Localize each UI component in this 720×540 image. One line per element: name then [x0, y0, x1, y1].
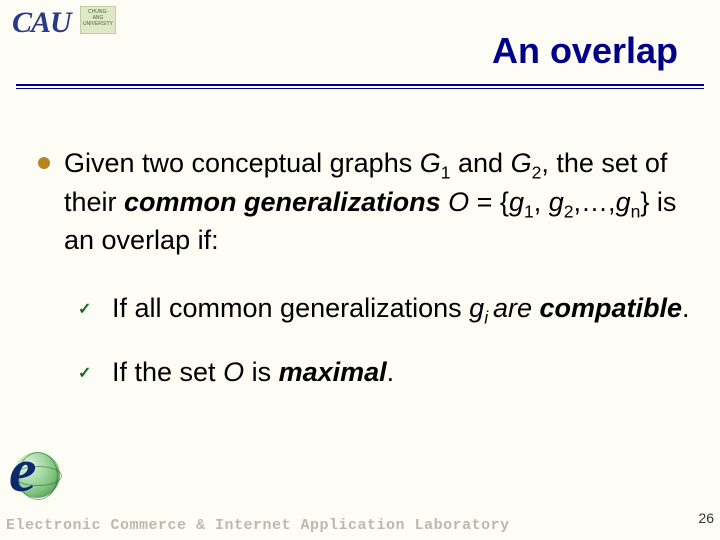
sub-2: 2: [532, 162, 542, 182]
sub-bullet-1: ✓ If all common generalizations gi are c…: [78, 291, 696, 330]
text: is: [244, 357, 279, 387]
lab-logo: e: [8, 446, 68, 506]
em-common-generalizations: common generalizations: [124, 187, 441, 217]
sub-i: i: [484, 307, 493, 327]
text: If all common generalizations: [112, 293, 469, 323]
sub-i2: 2: [564, 201, 574, 221]
sub-i1: 1: [524, 201, 534, 221]
logo-letters: CAU: [12, 6, 71, 39]
sub-bullet-2: ✓ If the set O is maximal.: [78, 355, 696, 391]
main-bullet: Given two conceptual graphs G1 and G2, t…: [36, 146, 696, 259]
space: [441, 187, 449, 217]
sub-in: n: [631, 201, 641, 221]
slide-title: An overlap: [492, 30, 678, 72]
text-are: are: [493, 293, 540, 323]
dot: .: [682, 293, 690, 323]
var-gi: g: [469, 293, 484, 323]
var-o: O: [448, 187, 469, 217]
title-rule-thick: [16, 84, 704, 86]
check-icon: ✓: [78, 299, 91, 320]
text: ,…,: [574, 187, 616, 217]
university-logo-box: CHUNG-ANG UNIVERSITY: [80, 6, 116, 34]
em-compatible: compatible: [540, 293, 683, 323]
text: and: [451, 148, 511, 178]
var-gin: g: [616, 187, 631, 217]
var-g2: G: [511, 148, 532, 178]
header: CAU CHUNG-ANG UNIVERSITY An overlap: [0, 0, 720, 94]
em-maximal: maximal: [279, 357, 387, 387]
title-rule-thin: [16, 88, 704, 89]
footer-text: Electronic Commerce & Internet Applicati…: [6, 517, 510, 534]
e-letter-icon: e: [9, 436, 37, 507]
check-icon: ✓: [78, 363, 91, 384]
text: ,: [534, 187, 549, 217]
slide: CAU CHUNG-ANG UNIVERSITY An overlap Give…: [0, 0, 720, 540]
text: If the set: [112, 357, 223, 387]
text: = {: [469, 187, 509, 217]
text: Given two conceptual graphs: [64, 148, 420, 178]
sub-bullet-list: ✓ If all common generalizations gi are c…: [36, 291, 696, 391]
content-area: Given two conceptual graphs G1 and G2, t…: [36, 146, 696, 417]
sub-1: 1: [441, 162, 451, 182]
dot: .: [387, 357, 395, 387]
var-gi2: g: [549, 187, 564, 217]
var-g1: G: [420, 148, 441, 178]
university-logo-text: CAU: [12, 6, 71, 40]
var-o: O: [223, 357, 244, 387]
page-number: 26: [698, 510, 714, 526]
var-gi1: g: [509, 187, 524, 217]
